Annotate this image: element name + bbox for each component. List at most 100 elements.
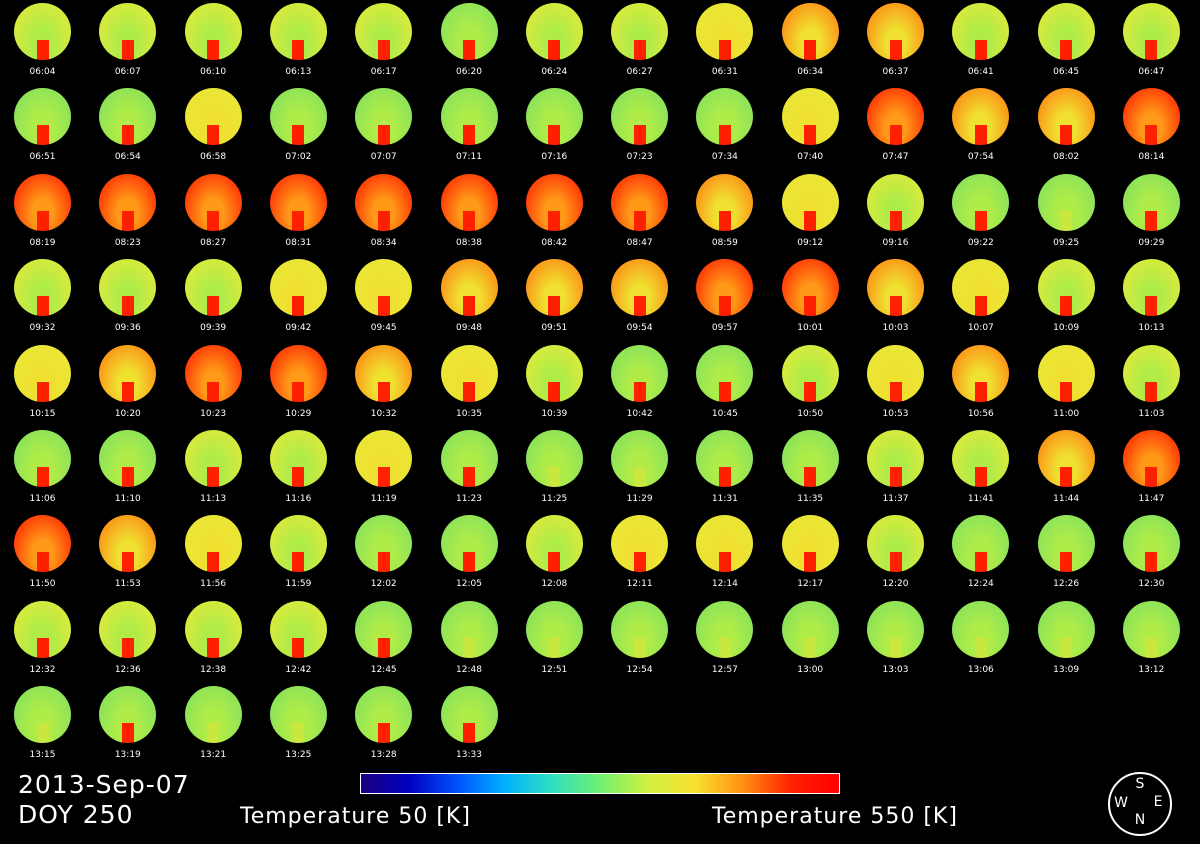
temperature-disk-image (440, 88, 498, 146)
frame-cell: 11:13 (171, 427, 256, 512)
frame-time-label: 12:02 (370, 579, 397, 590)
temperature-disk-image (867, 515, 924, 573)
frame-time-label: 08:23 (114, 237, 141, 248)
frame-cell: 06:45 (1024, 0, 1109, 85)
frame-cell: 13:09 (1024, 598, 1109, 683)
frame-cell: 12:48 (427, 598, 512, 683)
temperature-disk-image (696, 88, 754, 146)
frame-time-label: 13:21 (200, 750, 227, 761)
frame-time-label: 13:06 (967, 664, 994, 675)
frame-cell: 10:20 (85, 342, 170, 427)
temperature-disk-image (781, 3, 839, 60)
temperature-disk-image (14, 515, 71, 573)
frame-time-label: 06:27 (626, 67, 653, 77)
frame-cell: 10:09 (1024, 256, 1109, 341)
frame-time-label: 11:29 (626, 494, 653, 504)
temperature-disk-image (781, 88, 839, 146)
temperature-disk-image (355, 88, 413, 146)
frame-time-label: 12:45 (370, 664, 397, 675)
temperature-disk-image (269, 259, 327, 317)
frame-time-label: 08:19 (29, 237, 56, 248)
frame-cell: 12:57 (682, 598, 767, 683)
frame-time-label: 08:38 (456, 237, 482, 248)
frame-time-label: 12:57 (711, 664, 738, 675)
frame-time-label: 10:23 (200, 408, 227, 419)
frame-time-label: 12:08 (541, 579, 568, 590)
temperature-disk-image (1037, 173, 1095, 231)
frame-cell: 09:48 (427, 256, 512, 341)
frame-time-label: 11:41 (967, 494, 994, 504)
frame-cell: 10:35 (427, 342, 512, 427)
temperature-disk-image (525, 344, 583, 402)
temperature-disk-image (355, 259, 413, 317)
frame-time-label: 09:57 (711, 323, 738, 334)
frame-time-label: 10:09 (1053, 323, 1080, 334)
frame-cell: 13:12 (1109, 598, 1194, 683)
frame-cell: 06:17 (341, 0, 426, 85)
frame-cell: 11:06 (0, 427, 85, 512)
frame-time-label: 11:37 (882, 494, 909, 504)
compass-west-label: W (1114, 795, 1128, 811)
frame-cell: 10:45 (682, 342, 767, 427)
frame-cell: 11:10 (85, 427, 170, 512)
frame-cell: 09:36 (85, 256, 170, 341)
frame-time-label: 10:56 (967, 408, 994, 419)
temperature-disk-image (14, 600, 71, 658)
frame-cell: 06:37 (853, 0, 938, 85)
frame-cell: 11:35 (768, 427, 853, 512)
frame-time-label: 09:48 (456, 323, 482, 334)
temperature-disk-image (184, 259, 242, 317)
frame-time-label: 13:19 (114, 750, 141, 761)
frame-cell: 13:15 (0, 683, 85, 768)
frame-cell: 12:05 (427, 512, 512, 597)
frame-cell: 10:01 (768, 256, 853, 341)
frame-cell: 12:51 (512, 598, 597, 683)
frame-time-label: 06:31 (711, 67, 738, 77)
temperature-disk-image (440, 515, 498, 573)
frame-cell: 09:25 (1024, 171, 1109, 256)
frame-time-label: 07:02 (285, 152, 312, 163)
frame-cell: 13:19 (85, 683, 170, 768)
frame-time-label: 13:25 (285, 750, 312, 761)
frame-cell: 11:41 (938, 427, 1023, 512)
frame-cell: 13:03 (853, 598, 938, 683)
frame-cell: 08:23 (85, 171, 170, 256)
temperature-disk-image (525, 3, 583, 60)
frame-cell: 11:56 (171, 512, 256, 597)
temperature-disk-image (269, 173, 327, 231)
frame-cell: 10:32 (341, 342, 426, 427)
frame-cell: 12:32 (0, 598, 85, 683)
frame-cell: 09:12 (768, 171, 853, 256)
frame-time-label: 07:16 (541, 152, 568, 163)
temperature-disk-image (440, 430, 498, 487)
frame-cell: 09:51 (512, 256, 597, 341)
frame-time-label: 12:26 (1053, 579, 1080, 590)
temperature-disk-image (952, 344, 1010, 402)
temperature-disk-image (1037, 430, 1095, 487)
frame-time-label: 09:29 (1138, 237, 1165, 248)
frame-cell: 11:53 (85, 512, 170, 597)
frame-cell: 12:45 (341, 598, 426, 683)
frame-time-label: 11:25 (541, 494, 568, 504)
temperature-disk-image (99, 515, 157, 573)
frame-time-label: 06:34 (797, 67, 824, 77)
frame-cell: 12:26 (1024, 512, 1109, 597)
frame-time-label: 06:20 (456, 67, 482, 77)
temperature-disk-image (184, 515, 242, 573)
frame-cell: 13:25 (256, 683, 341, 768)
frame-time-label: 08:02 (1053, 152, 1080, 163)
frame-cell: 07:11 (427, 85, 512, 170)
frame-time-label: 10:45 (711, 408, 738, 419)
temperature-disk-image (269, 344, 327, 402)
frame-cell: 08:38 (427, 171, 512, 256)
frame-time-label: 12:54 (626, 664, 653, 675)
temperature-disk-image (696, 3, 754, 60)
frame-time-label: 10:15 (29, 408, 56, 419)
frame-time-label: 07:40 (797, 152, 824, 163)
temperature-disk-image (1122, 3, 1180, 60)
frame-cell: 07:16 (512, 85, 597, 170)
frame-time-label: 07:34 (711, 152, 738, 163)
frame-time-label: 06:04 (29, 67, 56, 77)
temperature-disk-image (14, 259, 71, 317)
temperature-disk-image (781, 344, 839, 402)
